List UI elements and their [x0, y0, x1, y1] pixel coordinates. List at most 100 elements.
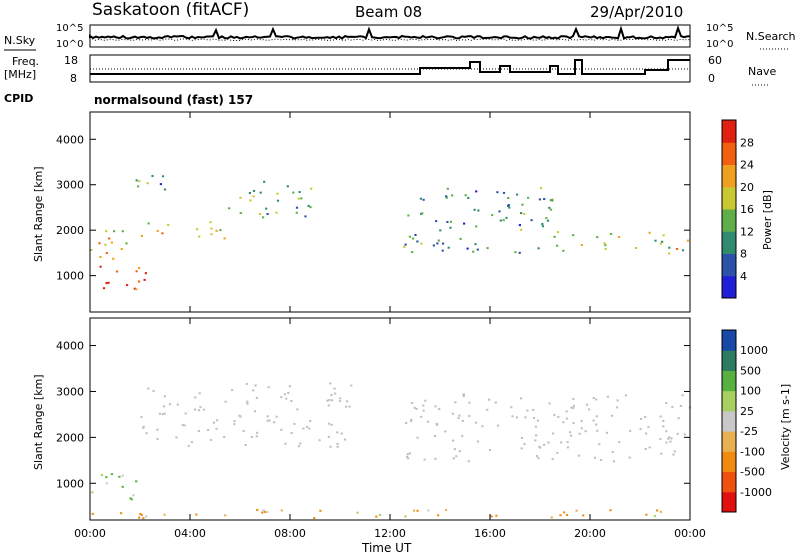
data-cell — [422, 198, 425, 201]
colorbar-tick-label: -500 — [740, 466, 765, 479]
data-cell — [132, 494, 135, 497]
x-tick-label: 16:00 — [474, 527, 506, 540]
data-cell — [146, 182, 149, 185]
data-cell — [520, 447, 523, 450]
freq-tick-bottom: 8 — [70, 72, 77, 85]
data-cell — [107, 281, 110, 284]
data-cell — [304, 215, 307, 218]
data-cell — [246, 400, 249, 403]
data-cell — [670, 437, 673, 440]
data-cell — [553, 235, 556, 238]
data-cell — [644, 448, 647, 450]
x-axis-label: Time UT — [361, 541, 412, 554]
data-cell — [121, 474, 124, 477]
data-cell — [424, 399, 427, 402]
data-cell — [409, 419, 413, 422]
data-cell — [582, 514, 585, 517]
colorbar-segment — [722, 350, 736, 371]
data-cell — [336, 431, 339, 434]
data-cell — [446, 221, 449, 223]
data-cell — [219, 229, 222, 232]
data-cell — [588, 408, 591, 411]
data-cell — [416, 436, 419, 439]
data-cell — [452, 439, 455, 442]
data-cell — [520, 228, 523, 231]
data-cell — [548, 402, 551, 405]
data-cell — [668, 252, 671, 255]
data-cell — [263, 180, 266, 183]
data-cell — [238, 414, 241, 417]
data-cell — [145, 432, 148, 435]
data-cell — [521, 203, 524, 206]
data-cell — [168, 403, 172, 406]
data-cell — [100, 474, 104, 476]
colorbar-tick-label: 28 — [740, 136, 754, 149]
data-cell — [145, 515, 148, 518]
data-cell — [639, 418, 643, 420]
colorbar-tick-label: 16 — [740, 203, 754, 216]
colorbar-tick-label: 12 — [740, 225, 754, 238]
data-cell — [523, 443, 526, 445]
data-cell — [449, 220, 453, 223]
data-cell — [252, 195, 255, 198]
colorbar-segment — [722, 253, 736, 277]
data-cell — [535, 455, 538, 457]
data-cell — [285, 397, 288, 400]
data-cell — [475, 225, 478, 228]
data-cell — [530, 219, 533, 222]
data-cell — [549, 199, 552, 202]
data-cell — [126, 284, 129, 287]
data-cell — [496, 191, 499, 194]
data-cell — [593, 456, 597, 459]
data-cell — [224, 514, 227, 517]
data-cell — [244, 444, 247, 446]
data-cell — [163, 513, 166, 516]
data-cell — [120, 512, 123, 515]
data-cell — [453, 448, 456, 451]
data-cell — [262, 216, 265, 219]
colorbar-segment — [722, 410, 736, 432]
data-cell — [534, 439, 537, 442]
data-cell — [258, 213, 262, 216]
colorbar-tick-label: 25 — [740, 405, 754, 418]
data-cell — [616, 399, 619, 402]
data-cell — [125, 242, 128, 245]
data-cell — [572, 234, 575, 237]
data-cell — [420, 415, 423, 418]
data-cell — [677, 417, 680, 420]
colorbar-segment — [722, 451, 736, 473]
data-cell — [565, 514, 569, 516]
data-cell — [495, 514, 498, 517]
data-cell — [147, 387, 150, 390]
data-cell — [105, 476, 108, 479]
data-cell — [142, 517, 145, 520]
data-cell — [604, 247, 607, 250]
data-cell — [451, 412, 454, 415]
beam-title: Beam 08 — [355, 3, 422, 21]
velocity-ylabel: Slant Range [km] — [32, 374, 45, 470]
data-cell — [434, 405, 437, 408]
colorbar-tick-label: 4 — [740, 270, 747, 283]
colorbar-frame — [721, 329, 737, 513]
data-cell — [224, 400, 227, 403]
data-cell — [566, 446, 569, 449]
data-cell — [156, 437, 159, 440]
data-cell — [546, 219, 550, 222]
data-cell — [161, 232, 164, 235]
x-tick-label: 04:00 — [174, 527, 206, 540]
data-cell — [266, 511, 269, 514]
data-cell — [108, 237, 111, 240]
data-cell — [307, 204, 310, 207]
data-cell — [442, 242, 445, 245]
noise-tick-left-top: 10^5 — [56, 23, 83, 34]
data-cell — [99, 256, 102, 258]
data-cell — [135, 179, 138, 182]
data-cell — [318, 439, 321, 442]
data-cell — [416, 509, 419, 512]
data-cell — [595, 423, 598, 426]
data-cell — [686, 239, 689, 242]
data-cell — [551, 198, 554, 201]
data-cell — [416, 240, 419, 243]
data-cell — [407, 214, 410, 217]
data-cell — [462, 395, 465, 398]
